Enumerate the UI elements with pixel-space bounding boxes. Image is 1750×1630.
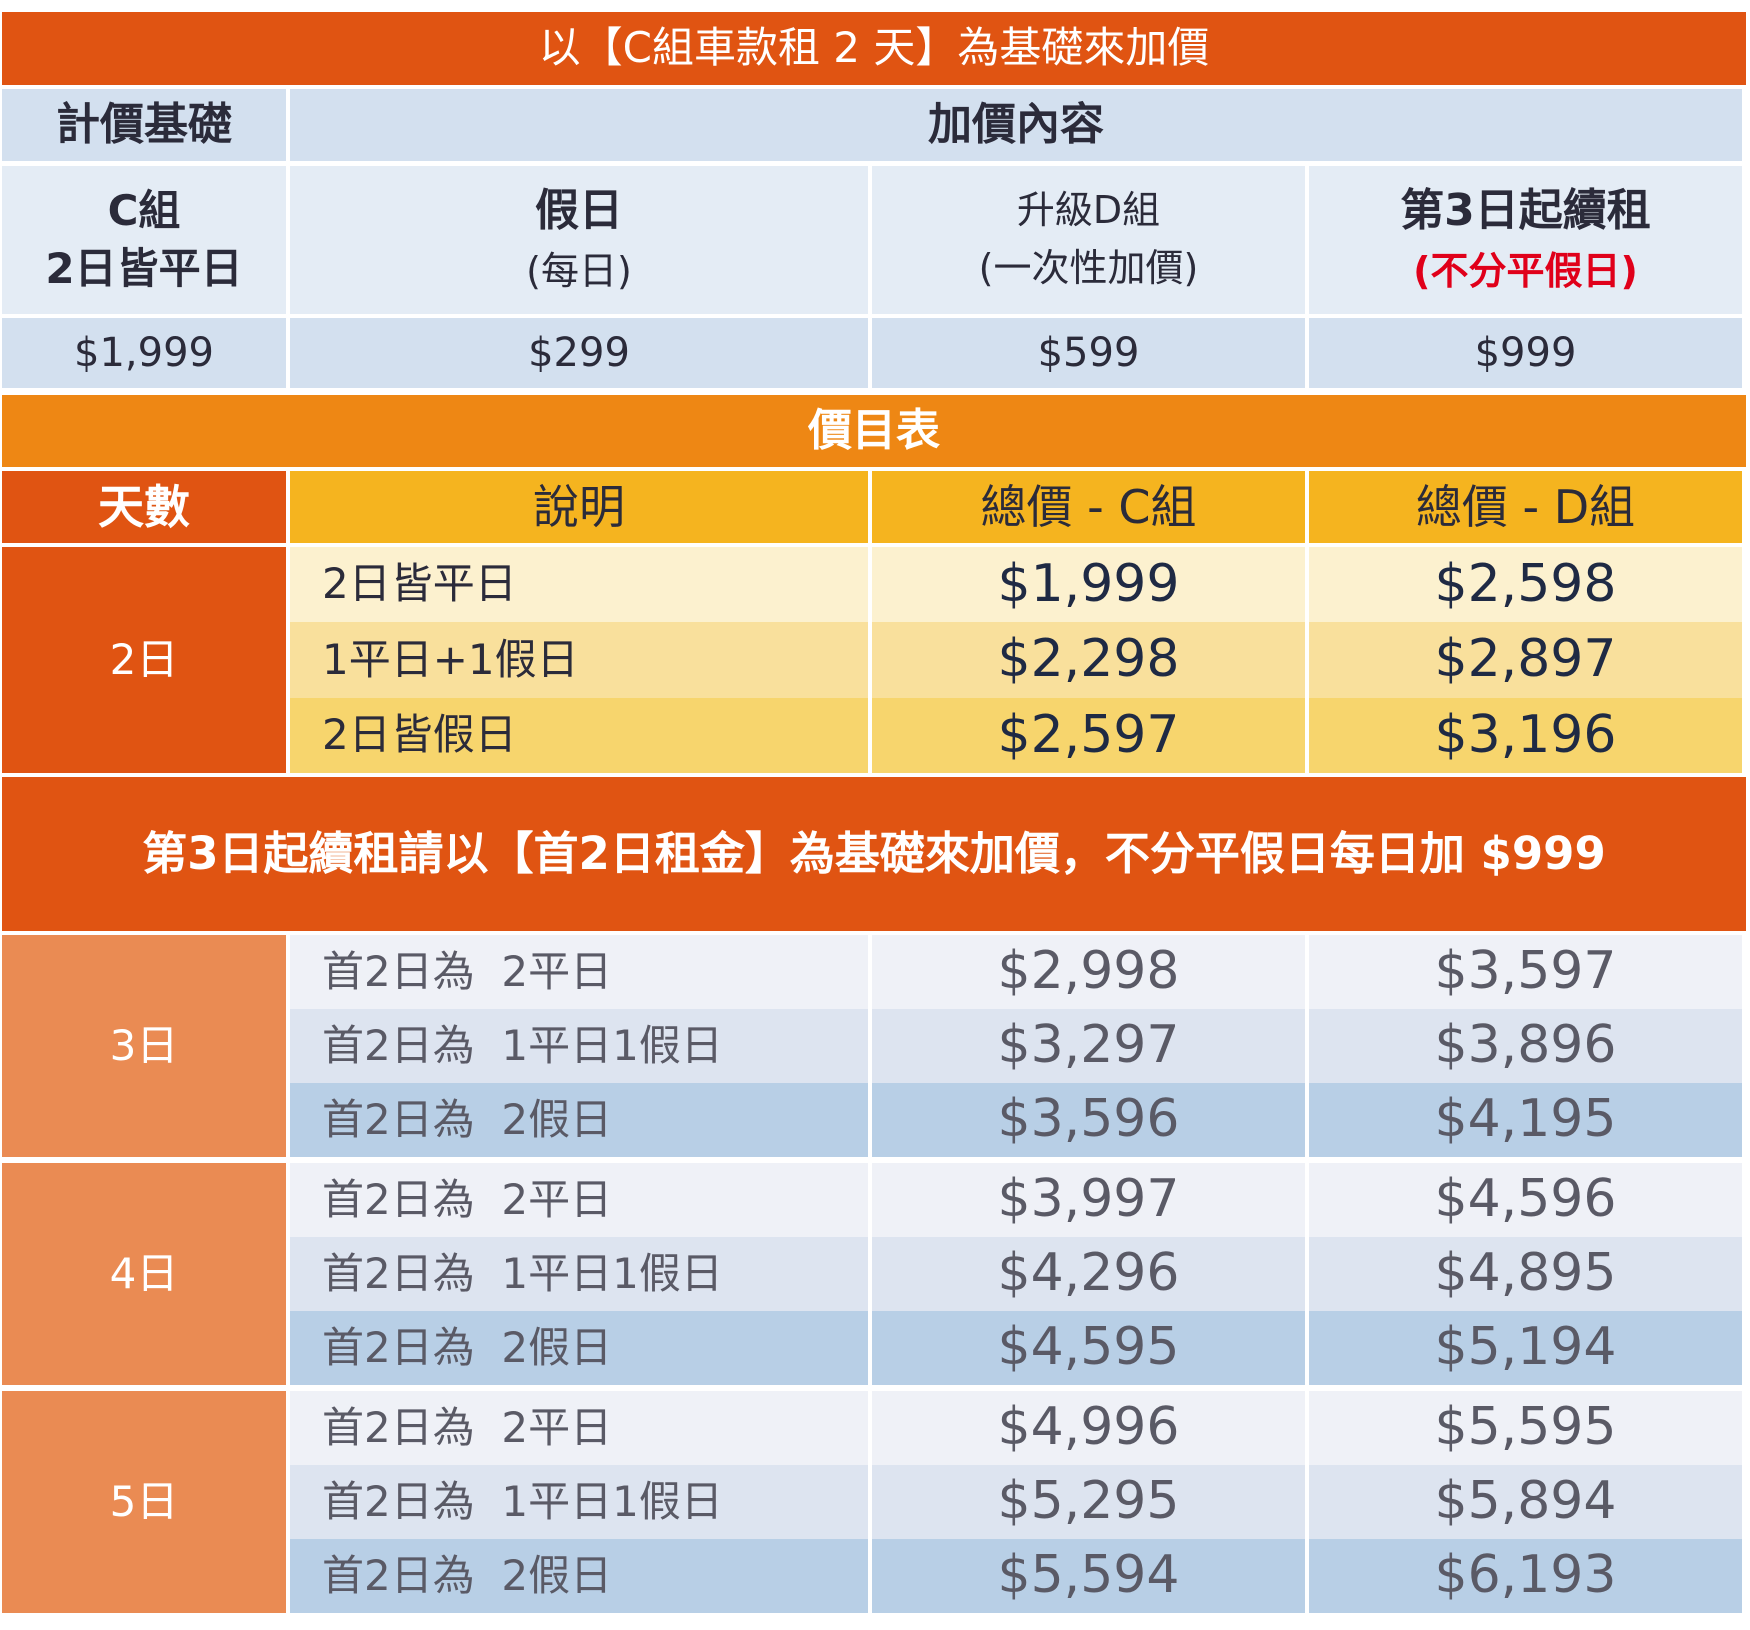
basis-row: C組 2日皆平日 假日 (每日) 升級D組 (一次性加價) 第3日起續租 (不分… bbox=[2, 166, 1746, 314]
table-title: 以【C組車款租 2 天】為基礎來加價 bbox=[2, 12, 1746, 85]
group-5day: 5日 首2日為 2平日 $4,996 $5,595 首2日為 1平日1假日 $5… bbox=[2, 1391, 1746, 1613]
row-price-c: $4,595 bbox=[872, 1311, 1305, 1385]
row-desc: 首2日為 2平日 bbox=[290, 935, 868, 1009]
row-desc: 2日皆平日 bbox=[290, 547, 868, 622]
group-2day-label: 2日 bbox=[2, 547, 286, 773]
table-row: 首2日為 1平日1假日 $5,295 $5,894 bbox=[290, 1465, 1746, 1539]
row-price-d: $3,597 bbox=[1309, 935, 1742, 1009]
basis-extension-line1: 第3日起續租 bbox=[1400, 184, 1651, 236]
row-price-d: $3,196 bbox=[1309, 698, 1742, 773]
row-price-c: $3,297 bbox=[872, 1009, 1305, 1083]
row-price-d: $2,897 bbox=[1309, 622, 1742, 698]
col-total-c: 總價 - C組 bbox=[872, 471, 1305, 543]
row-price-c: $4,296 bbox=[872, 1237, 1305, 1311]
row-desc: 首2日為 1平日1假日 bbox=[290, 1237, 868, 1311]
basis-base: C組 2日皆平日 bbox=[2, 166, 286, 314]
basis-base-line2: 2日皆平日 bbox=[45, 244, 243, 293]
section-header-row: 計價基礎 加價內容 bbox=[2, 89, 1746, 161]
table-row: 首2日為 1平日1假日 $3,297 $3,896 bbox=[290, 1009, 1746, 1083]
basis-holiday-price: $299 bbox=[290, 318, 868, 388]
table-row: 1平日+1假日 $2,298 $2,897 bbox=[290, 622, 1746, 698]
row-price-d: $4,895 bbox=[1309, 1237, 1742, 1311]
row-desc: 1平日+1假日 bbox=[290, 622, 868, 698]
table-row: 首2日為 2假日 $5,594 $6,193 bbox=[290, 1539, 1746, 1613]
row-desc: 首2日為 1平日1假日 bbox=[290, 1009, 868, 1083]
table-row: 首2日為 2平日 $2,998 $3,597 bbox=[290, 935, 1746, 1009]
group-2day: 2日 2日皆平日 $1,999 $2,598 1平日+1假日 $2,298 $2… bbox=[2, 547, 1746, 773]
basis-holiday: 假日 (每日) bbox=[290, 166, 868, 314]
row-price-d: $5,194 bbox=[1309, 1311, 1742, 1385]
col-days: 天數 bbox=[2, 471, 286, 543]
row-price-c: $5,594 bbox=[872, 1539, 1305, 1613]
row-desc: 2日皆假日 bbox=[290, 698, 868, 773]
title-row: 以【C組車款租 2 天】為基礎來加價 bbox=[2, 12, 1746, 85]
row-price-c: $2,597 bbox=[872, 698, 1305, 773]
row-desc: 首2日為 2平日 bbox=[290, 1163, 868, 1237]
row-desc: 首2日為 2假日 bbox=[290, 1539, 868, 1613]
basis-price-row: $1,999 $299 $599 $999 bbox=[2, 318, 1746, 388]
row-price-c: $3,596 bbox=[872, 1083, 1305, 1157]
row-price-d: $3,896 bbox=[1309, 1009, 1742, 1083]
basis-extension: 第3日起續租 (不分平假日) bbox=[1309, 166, 1742, 314]
col-desc: 說明 bbox=[290, 471, 868, 543]
column-header-row: 天數 說明 總價 - C組 總價 - D組 bbox=[2, 471, 1746, 543]
basis-holiday-line2: (每日) bbox=[526, 249, 632, 294]
basis-upgrade: 升級D組 (一次性加價) bbox=[872, 166, 1305, 314]
row-price-c: $3,997 bbox=[872, 1163, 1305, 1237]
row-desc: 首2日為 2假日 bbox=[290, 1083, 868, 1157]
table-row: 首2日為 2假日 $4,595 $5,194 bbox=[290, 1311, 1746, 1385]
row-price-d: $5,894 bbox=[1309, 1465, 1742, 1539]
price-list-title-row: 價目表 bbox=[2, 395, 1746, 467]
group-3day-label: 3日 bbox=[2, 935, 286, 1157]
row-price-c: $4,996 bbox=[872, 1391, 1305, 1465]
table-row: 首2日為 2假日 $3,596 $4,195 bbox=[290, 1083, 1746, 1157]
basis-upgrade-line2: (一次性加價) bbox=[978, 246, 1199, 290]
row-price-d: $4,195 bbox=[1309, 1083, 1742, 1157]
row-desc: 首2日為 2平日 bbox=[290, 1391, 868, 1465]
extension-note: 第3日起續租請以【首2日租金】為基礎來加價，不分平假日每日加 $999 bbox=[2, 777, 1746, 931]
basis-upgrade-line1: 升級D組 bbox=[1016, 188, 1161, 233]
row-price-c: $5,295 bbox=[872, 1465, 1305, 1539]
row-price-d: $4,596 bbox=[1309, 1163, 1742, 1237]
group-3day: 3日 首2日為 2平日 $2,998 $3,597 首2日為 1平日1假日 $3… bbox=[2, 935, 1746, 1157]
basis-extension-price: $999 bbox=[1309, 318, 1742, 388]
row-desc: 首2日為 1平日1假日 bbox=[290, 1465, 868, 1539]
basis-extension-line2: (不分平假日) bbox=[1413, 249, 1638, 294]
table-row: 2日皆假日 $2,597 $3,196 bbox=[290, 698, 1746, 773]
row-price-c: $2,998 bbox=[872, 935, 1305, 1009]
base-label: 計價基礎 bbox=[2, 89, 286, 161]
row-desc: 首2日為 2假日 bbox=[290, 1311, 868, 1385]
price-list-title: 價目表 bbox=[2, 395, 1746, 467]
table-row: 首2日為 2平日 $4,996 $5,595 bbox=[290, 1391, 1746, 1465]
row-price-d: $2,598 bbox=[1309, 547, 1742, 622]
row-price-c: $1,999 bbox=[872, 547, 1305, 622]
row-price-c: $2,298 bbox=[872, 622, 1305, 698]
table-row: 首2日為 1平日1假日 $4,296 $4,895 bbox=[290, 1237, 1746, 1311]
group-4day: 4日 首2日為 2平日 $3,997 $4,596 首2日為 1平日1假日 $4… bbox=[2, 1163, 1746, 1385]
addon-label: 加價內容 bbox=[290, 89, 1742, 161]
basis-base-line1: C組 bbox=[107, 185, 181, 235]
group-5day-label: 5日 bbox=[2, 1391, 286, 1613]
basis-upgrade-price: $599 bbox=[872, 318, 1305, 388]
basis-holiday-line1: 假日 bbox=[535, 184, 623, 236]
col-total-d: 總價 - D組 bbox=[1309, 471, 1742, 543]
group-4day-label: 4日 bbox=[2, 1163, 286, 1385]
row-price-d: $5,595 bbox=[1309, 1391, 1742, 1465]
row-price-d: $6,193 bbox=[1309, 1539, 1742, 1613]
basis-base-price: $1,999 bbox=[2, 318, 286, 388]
table-row: 2日皆平日 $1,999 $2,598 bbox=[290, 547, 1746, 622]
table-row: 首2日為 2平日 $3,997 $4,596 bbox=[290, 1163, 1746, 1237]
note-row: 第3日起續租請以【首2日租金】為基礎來加價，不分平假日每日加 $999 bbox=[2, 777, 1746, 931]
